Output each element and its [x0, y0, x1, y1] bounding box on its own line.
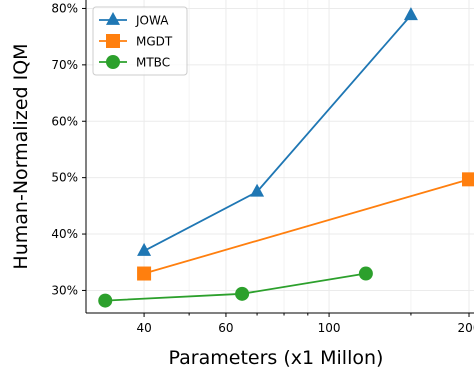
legend-marker	[106, 34, 120, 48]
series-jowa	[137, 7, 418, 256]
data-point-mgdt	[462, 172, 474, 187]
y-tick-label: 70%	[51, 58, 78, 72]
legend: JOWA MGDT MTBC	[92, 6, 188, 76]
x-tick-label: 40	[136, 321, 151, 335]
x-tick-label: 200	[458, 321, 474, 335]
series	[98, 7, 474, 308]
data-point-mtbc	[235, 286, 250, 301]
legend-marker	[106, 55, 120, 69]
y-tick-label: 30%	[51, 283, 78, 297]
data-point-mgdt	[137, 266, 152, 281]
tick-labels: 30% 40% 50% 60% 70% 80% 40 60 100 200	[51, 1, 474, 335]
y-tick-label: 40%	[51, 227, 78, 241]
y-tick-label: 60%	[51, 114, 78, 128]
x-tick-label: 100	[318, 321, 341, 335]
data-point-mtbc	[358, 266, 373, 281]
legend-label: MGDT	[136, 35, 173, 49]
x-axis-title: Parameters (x1 Millon)	[169, 347, 384, 369]
data-point-jowa	[137, 242, 152, 256]
data-point-jowa	[403, 7, 418, 21]
legend-label: JOWA	[135, 14, 169, 28]
series-mtbc	[98, 266, 373, 308]
series-line-mgdt	[143, 178, 470, 275]
legend-label: MTBC	[136, 56, 170, 70]
y-axis-title: Human-Normalized IQM	[10, 43, 32, 269]
series-mgdt	[137, 172, 474, 281]
x-tick-label: 60	[218, 321, 233, 335]
legend-marker	[106, 11, 120, 25]
axes	[85, 0, 474, 314]
data-point-mtbc	[98, 293, 113, 308]
y-tick-label: 50%	[51, 171, 78, 185]
y-tick-label: 80%	[51, 1, 78, 15]
data-point-jowa	[250, 183, 265, 197]
